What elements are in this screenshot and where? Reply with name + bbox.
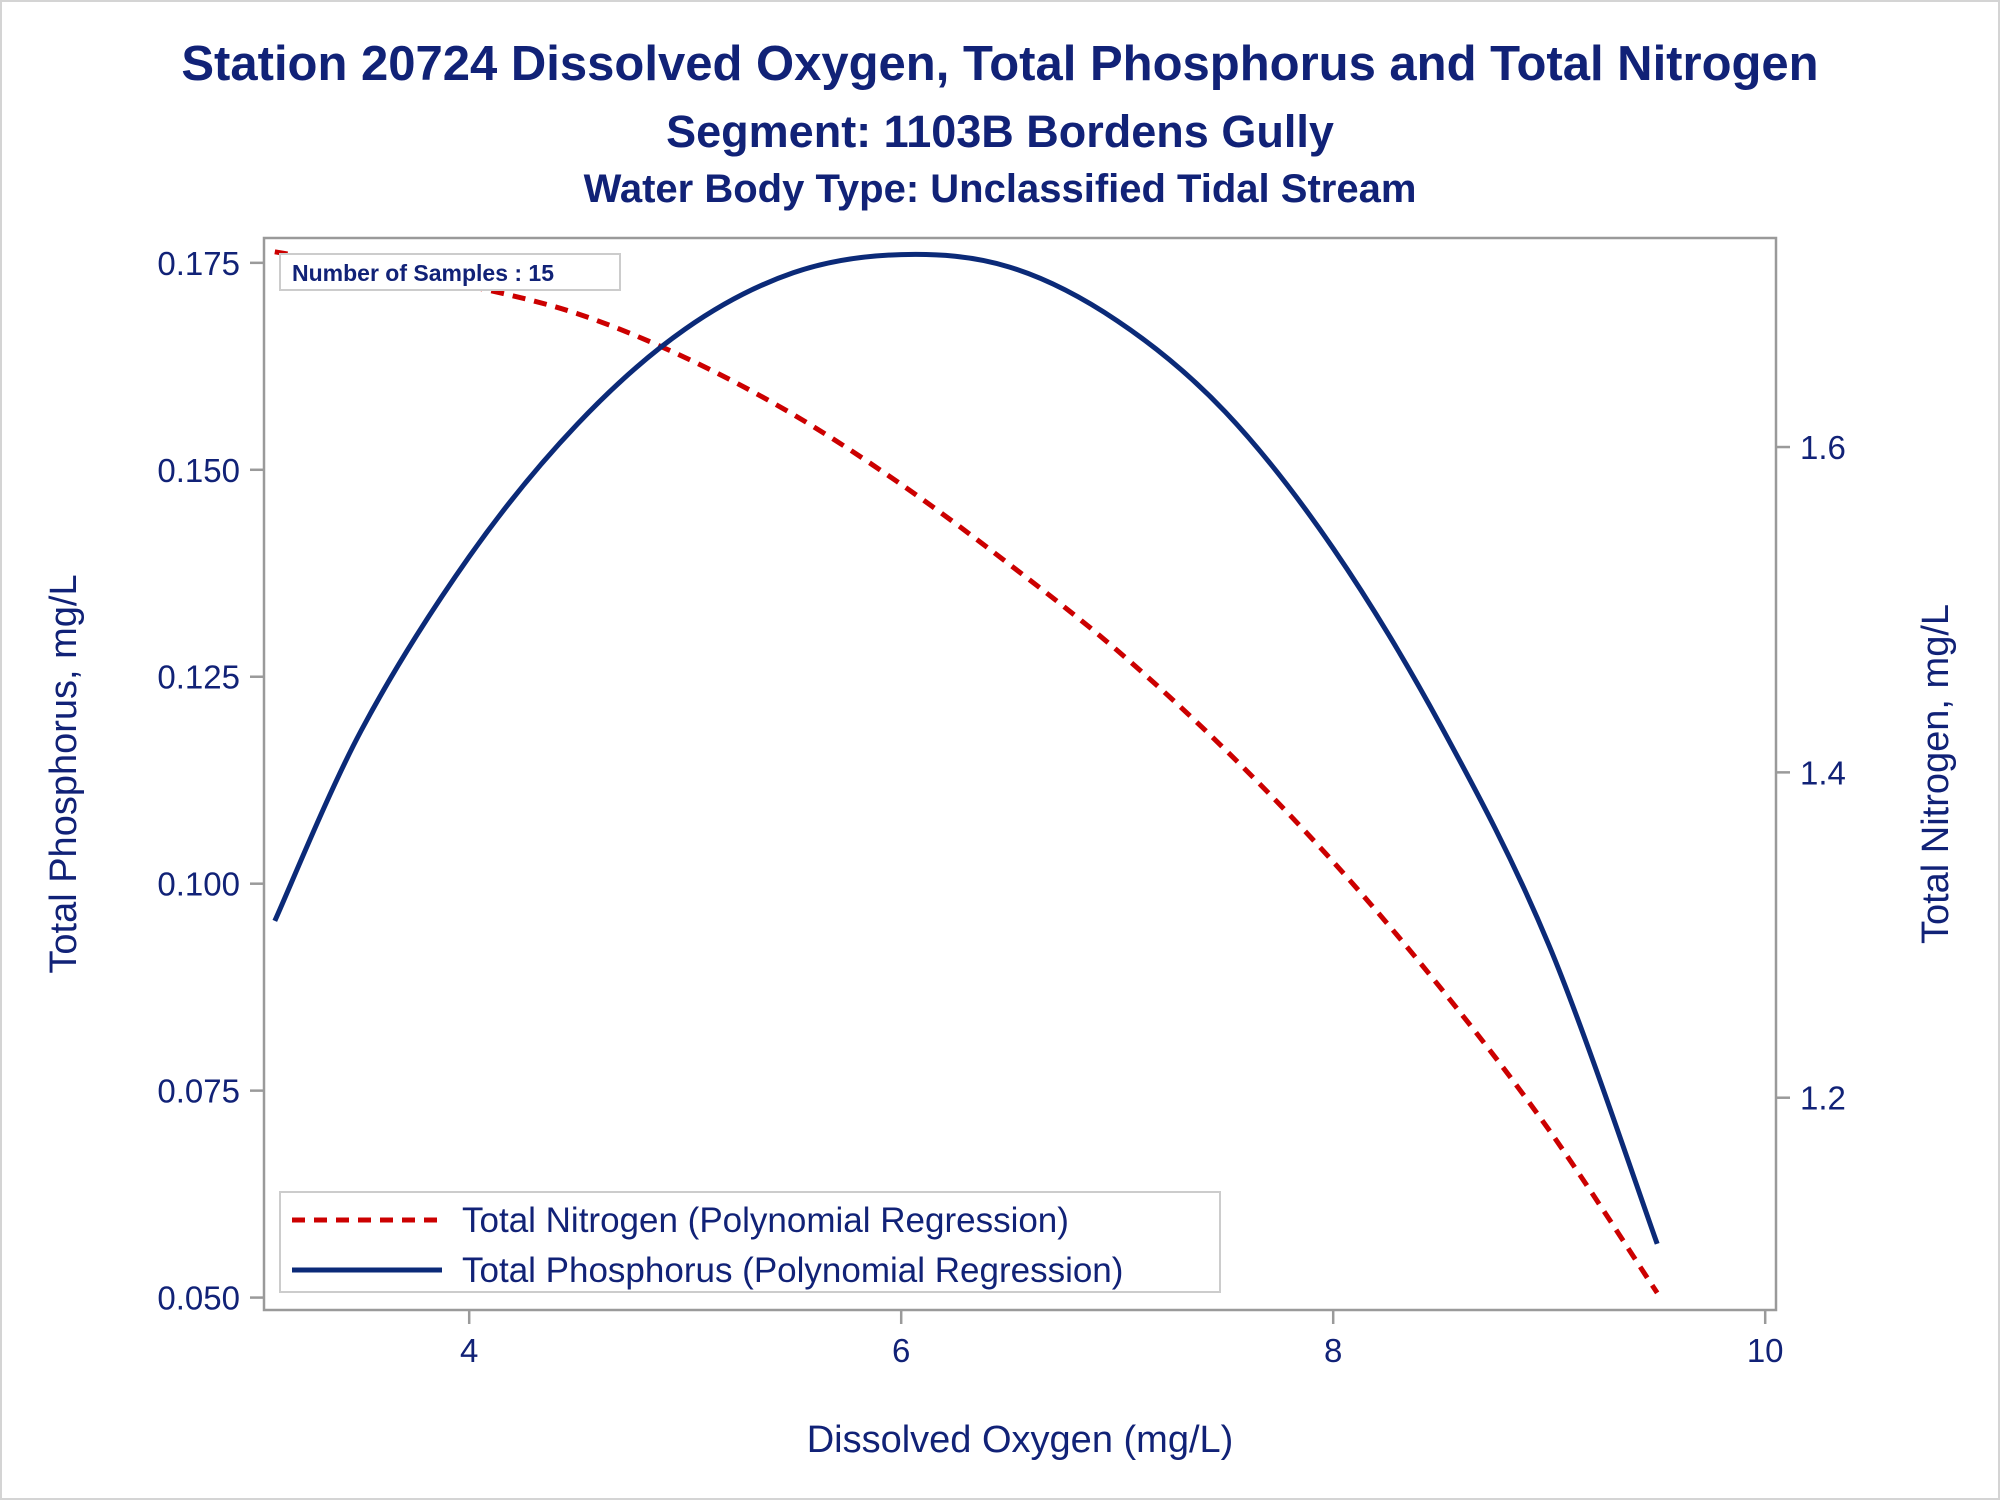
sample-count-label: Number of Samples : 15 [292, 260, 554, 286]
chart-subtitle-water-body: Water Body Type: Unclassified Tidal Stre… [583, 167, 1417, 211]
nitrogen-regression-line [274, 249, 1660, 1295]
chart-subtitle-segment: Segment: 1103B Bordens Gully [666, 106, 1334, 157]
x-tick-label: 10 [1747, 1332, 1784, 1369]
left-y-tick-label: 0.125 [157, 659, 240, 696]
right-y-axis: 1.2 1.4 1.6 [1776, 429, 1846, 1117]
sample-count-inset: Number of Samples : 15 [279, 253, 621, 291]
x-tick-label: 6 [892, 1332, 910, 1369]
legend-label-nitrogen: Total Nitrogen (Polynomial Regression) [462, 1201, 1069, 1240]
legend-box [279, 1191, 1221, 1293]
right-y-tick-label: 1.6 [1800, 429, 1846, 466]
left-y-axis-title: Total Phosphorus, mg/L [43, 574, 85, 973]
right-y-tick-label: 1.2 [1800, 1080, 1846, 1117]
left-y-tick-label: 0.050 [157, 1280, 240, 1317]
left-y-tick-label: 0.175 [157, 245, 240, 282]
x-axis: 4 6 8 10 [460, 1310, 1784, 1369]
left-y-tick-label: 0.075 [157, 1073, 240, 1110]
legend: Total Nitrogen (Polynomial Regression) To… [279, 1191, 1221, 1293]
left-y-tick-label: 0.100 [157, 866, 240, 903]
plot-area [262, 236, 1778, 1312]
x-tick-label: 4 [460, 1332, 478, 1369]
sample-count-box [279, 253, 621, 291]
chart-title: Station 20724 Dissolved Oxygen, Total Ph… [181, 37, 1819, 91]
legend-label-phosphorus: Total Phosphorus (Polynomial Regression) [462, 1251, 1123, 1290]
series-layer [272, 249, 1660, 1295]
right-y-axis-title: Total Nitrogen, mg/L [1915, 604, 1957, 944]
x-axis-title: Dissolved Oxygen (mg/L) [807, 1419, 1234, 1461]
left-y-tick-label: 0.150 [157, 452, 240, 489]
right-y-tick-label: 1.4 [1800, 754, 1846, 791]
x-tick-label: 8 [1324, 1332, 1342, 1369]
left-y-axis: 0.050 0.075 0.100 0.125 0.150 0.175 [157, 245, 264, 1317]
phosphorus-regression-line [272, 251, 1660, 1245]
